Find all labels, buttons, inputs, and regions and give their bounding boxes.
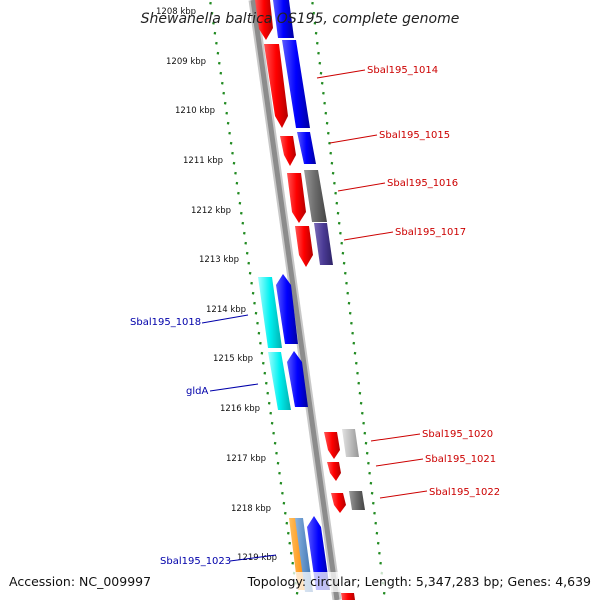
gene-features (255, 0, 365, 600)
gene-arrow-blue[interactable] (307, 516, 330, 590)
kbp-label: 1216 kbp (220, 404, 260, 414)
gene-label[interactable]: Sbal195_1018 (130, 317, 201, 328)
gene-arrow-red[interactable] (324, 432, 340, 459)
kbp-label: 1219 kbp (237, 553, 277, 563)
gene-arrow-lightgray[interactable] (342, 429, 359, 457)
gene-arrow-red[interactable] (280, 136, 296, 166)
gene-label[interactable]: Sbal195_1016 (387, 178, 458, 189)
gene-arrow-blue[interactable] (297, 132, 316, 164)
kbp-label: 1209 kbp (166, 57, 206, 67)
kbp-label: 1217 kbp (226, 454, 266, 464)
gene-arrow-red[interactable] (264, 44, 288, 128)
kbp-label: 1213 kbp (199, 255, 239, 265)
gene-label[interactable]: Sbal195_1023 (160, 556, 231, 567)
kbp-label: 1218 kbp (231, 504, 271, 514)
gene-label[interactable]: gldA (186, 386, 208, 397)
gene-arrow-red[interactable] (331, 493, 346, 513)
gene-label[interactable]: Sbal195_1014 (367, 65, 438, 76)
gene-arrow-red[interactable] (327, 462, 341, 481)
genome-summary-text: Topology: circular; Length: 5,347,283 bp… (247, 574, 591, 589)
gene-label[interactable]: Sbal195_1017 (395, 227, 466, 238)
kbp-labels: 1208 kbp 1209 kbp 1210 kbp 1211 kbp 1212… (156, 7, 277, 563)
gene-arrow-blue[interactable] (273, 0, 294, 38)
gene-arrow-red[interactable] (255, 0, 273, 40)
kbp-label: 1214 kbp (206, 305, 246, 315)
gene-arrow-purple[interactable] (314, 223, 333, 265)
gene-arrow-blue[interactable] (276, 274, 298, 344)
gene-label[interactable]: Sbal195_1022 (429, 487, 500, 498)
accession-text: Accession: NC_009997 (9, 574, 151, 589)
footer-backdrop (0, 572, 600, 592)
backbone-line (250, 0, 340, 600)
gene-arrow-cyan[interactable] (258, 277, 282, 348)
label-leader-lines (201, 69, 428, 562)
gene-arrow-red[interactable] (287, 173, 306, 223)
gene-arrow-cyan[interactable] (268, 352, 291, 410)
kbp-label: 1211 kbp (183, 156, 223, 166)
gene-label[interactable]: Sbal195_1020 (422, 429, 493, 440)
gene-arrow-blue[interactable] (287, 351, 308, 407)
right-tick-axis (311, 1, 386, 595)
gene-arrow-blue[interactable] (282, 40, 310, 128)
kbp-label: 1208 kbp (156, 7, 196, 17)
kbp-label: 1215 kbp (213, 354, 253, 364)
gene-label[interactable]: Sbal195_1015 (379, 130, 450, 141)
gene-arrow-gray[interactable] (349, 491, 365, 510)
gene-arrow-gray[interactable] (304, 170, 327, 222)
gene-arrow-red[interactable] (295, 226, 313, 267)
gene-arrow-red[interactable] (341, 593, 355, 600)
map-title: Shewanella baltica OS195, complete genom… (141, 11, 460, 27)
kbp-label: 1212 kbp (191, 206, 231, 216)
gene-label[interactable]: Sbal195_1021 (425, 454, 496, 465)
gene-labels: Sbal195_1014 Sbal195_1015 Sbal195_1016 S… (130, 65, 500, 567)
kbp-label: 1210 kbp (175, 106, 215, 116)
